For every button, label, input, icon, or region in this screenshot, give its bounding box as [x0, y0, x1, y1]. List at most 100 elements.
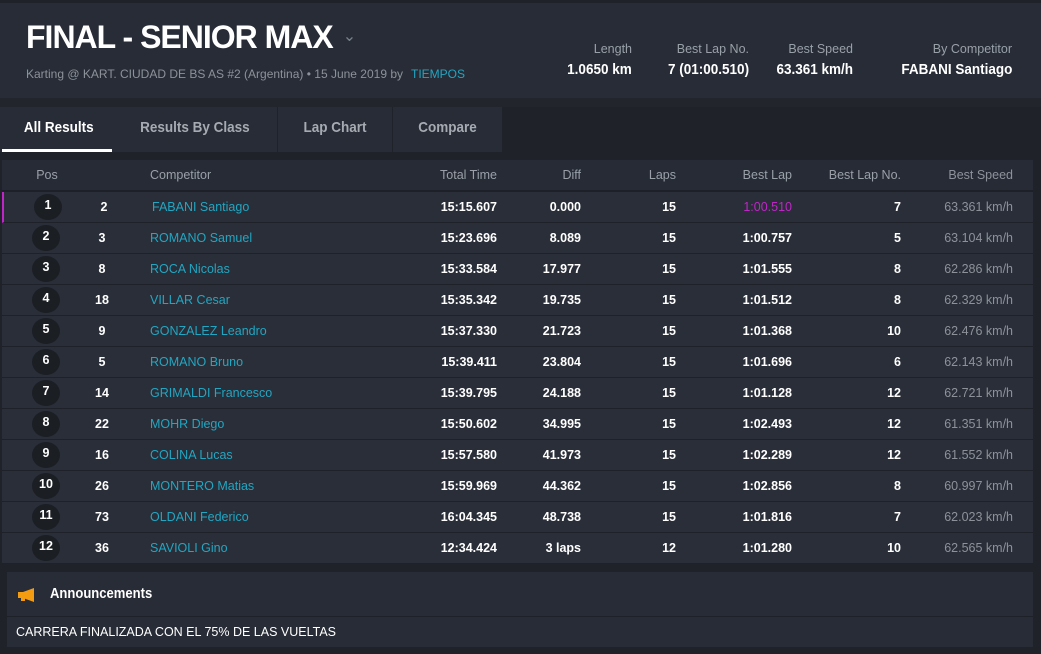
table-row[interactable]: 6 5 ROMANO Bruno 15:39.411 23.804 15 1:01.696 6…	[2, 347, 1033, 378]
position-badge: 1	[34, 194, 62, 220]
table-row[interactable]: 5 9 GONZALEZ Leandro 15:37.330 21.723 15 1:01.…	[2, 316, 1033, 347]
competitor-name[interactable]: MOHR Diego	[150, 417, 225, 431]
col-best-speed[interactable]: Best Speed	[948, 168, 1013, 182]
stat-value: 7 (01:00.510)	[667, 61, 749, 78]
best-lap-no: 8	[894, 293, 901, 307]
table-row[interactable]: 8 22 MOHR Diego 15:50.602 34.995 15 1:02.493 12…	[2, 409, 1033, 440]
best-speed: 62.329 km/h	[944, 293, 1013, 307]
organizer-link[interactable]: TIEMPOS	[411, 67, 466, 81]
stat-value: 1.0650 km	[567, 61, 632, 78]
competitor-name[interactable]: COLINA Lucas	[150, 448, 233, 462]
diff: 41.973	[542, 448, 581, 462]
position-badge: 11	[32, 504, 60, 530]
page-title: FINAL - SENIOR MAX	[26, 19, 334, 55]
session-subtitle: Karting @ KART. CIUDAD DE BS AS #2 (Arge…	[26, 67, 465, 81]
tab-compare[interactable]: Compare	[393, 107, 504, 152]
total-time: 16:04.345	[440, 510, 497, 524]
best-lap-no: 5	[894, 231, 901, 245]
best-lap: 1:01.512	[742, 293, 792, 307]
stat-by-competitor: By Competitor FABANI Santiago	[889, 42, 1012, 78]
laps: 15	[662, 417, 676, 431]
laps: 15	[662, 293, 676, 307]
competitor-name[interactable]: GONZALEZ Leandro	[150, 324, 267, 338]
kart-number: 2	[100, 200, 108, 214]
total-time: 15:35.342	[440, 293, 497, 307]
col-best-lap[interactable]: Best Lap	[742, 168, 792, 182]
col-diff[interactable]: Diff	[562, 168, 581, 182]
kart-number: 14	[95, 386, 109, 400]
best-speed: 61.351 km/h	[944, 417, 1013, 431]
best-lap-no: 8	[894, 479, 901, 493]
chevron-down-icon[interactable]: ⌄	[342, 28, 357, 45]
tab-results-by-class[interactable]: Results By Class	[112, 107, 279, 152]
best-lap-no: 8	[894, 262, 901, 276]
kart-number: 8	[98, 262, 106, 276]
tabs-filler	[503, 107, 1041, 152]
session-header: FINAL - SENIOR MAX ⌄ Karting @ KART. CIU…	[0, 0, 1041, 98]
tab-all-results[interactable]: All Results	[2, 107, 112, 152]
laps: 15	[662, 448, 676, 462]
table-row[interactable]: 1 2 FABANI Santiago 15:15.607 0.000 15 1:00.51…	[2, 192, 1033, 223]
diff: 34.995	[542, 417, 581, 431]
position-badge: 6	[32, 349, 60, 375]
competitor-name[interactable]: ROMANO Bruno	[150, 355, 244, 369]
col-pos[interactable]: Pos	[36, 168, 58, 182]
competitor-name[interactable]: OLDANI Federico	[150, 510, 249, 524]
competitor-name[interactable]: VILLAR Cesar	[150, 293, 230, 307]
tab-lap-chart[interactable]: Lap Chart	[278, 107, 394, 152]
best-lap-no: 7	[894, 510, 901, 524]
position-badge: 2	[32, 225, 60, 251]
competitor-name[interactable]: SAVIOLI Gino	[150, 541, 228, 555]
best-lap: 1:00.757	[742, 231, 792, 245]
diff: 23.804	[542, 355, 581, 369]
competitor-name[interactable]: MONTERO Matias	[150, 479, 255, 493]
best-lap-no: 7	[894, 200, 901, 214]
laps: 15	[662, 200, 676, 214]
best-lap: 1:01.368	[742, 324, 792, 338]
col-total-time[interactable]: Total Time	[440, 168, 497, 182]
table-row[interactable]: 3 8 ROCA Nicolas 15:33.584 17.977 15 1:01.555 8…	[2, 254, 1033, 285]
total-time: 15:39.411	[441, 355, 497, 369]
best-speed: 62.721 km/h	[944, 386, 1013, 400]
col-competitor[interactable]: Competitor	[150, 168, 212, 182]
best-lap-no: 6	[894, 355, 901, 369]
table-row[interactable]: 9 16 COLINA Lucas 15:57.580 41.973 15 1:02.289…	[2, 440, 1033, 471]
col-best-lap-no[interactable]: Best Lap No.	[828, 168, 901, 182]
stat-value: FABANI Santiago	[900, 61, 1012, 78]
best-speed: 61.552 km/h	[944, 448, 1013, 462]
col-laps[interactable]: Laps	[648, 168, 676, 182]
table-row[interactable]: 4 18 VILLAR Cesar 15:35.342 19.735 15 1:01.512…	[2, 285, 1033, 316]
kart-number: 36	[95, 541, 109, 555]
table-row[interactable]: 10 26 MONTERO Matias 15:59.969 44.362 15 1:02.…	[2, 471, 1033, 502]
competitor-name[interactable]: ROMANO Samuel	[150, 231, 253, 245]
competitor-name[interactable]: ROCA Nicolas	[150, 262, 230, 276]
best-speed: 63.104 km/h	[944, 231, 1013, 245]
position-badge: 4	[32, 287, 60, 313]
table-row[interactable]: 7 14 GRIMALDI Francesco 15:39.795 24.188 15 1:…	[2, 378, 1033, 409]
laps: 15	[662, 262, 676, 276]
table-row[interactable]: 12 36 SAVIOLI Gino 12:34.424 3 laps 12 1:01.28…	[2, 533, 1033, 564]
stat-length: Length 1.0650 km	[560, 42, 632, 78]
best-lap: 1:01.280	[742, 541, 792, 555]
best-lap-no: 12	[887, 386, 901, 400]
announcement-text: CARRERA FINALIZADA CON EL 75% DE LAS VUE…	[16, 625, 337, 639]
results-table: Pos Competitor Total Time Diff Laps Best…	[2, 160, 1033, 564]
table-row[interactable]: 2 3 ROMANO Samuel 15:23.696 8.089 15 1:00.757 5…	[2, 223, 1033, 254]
table-header: Pos Competitor Total Time Diff Laps Best…	[2, 160, 1033, 192]
best-speed: 60.997 km/h	[944, 479, 1013, 493]
laps: 15	[662, 479, 676, 493]
kart-number: 3	[98, 231, 106, 245]
stat-value: 63.361 km/h	[776, 61, 853, 78]
total-time: 15:37.330	[440, 324, 497, 338]
best-speed: 63.361 km/h	[944, 200, 1013, 214]
stat-label: Length	[593, 42, 632, 56]
total-time: 15:23.696	[440, 231, 497, 245]
competitor-name[interactable]: FABANI Santiago	[152, 200, 250, 214]
position-badge: 9	[32, 442, 60, 468]
competitor-name[interactable]: GRIMALDI Francesco	[150, 386, 273, 400]
laps: 12	[662, 541, 676, 555]
position-badge: 5	[32, 318, 60, 344]
diff: 48.738	[542, 510, 581, 524]
best-lap-no: 12	[887, 448, 901, 462]
table-row[interactable]: 11 73 OLDANI Federico 16:04.345 48.738 15 1:01…	[2, 502, 1033, 533]
